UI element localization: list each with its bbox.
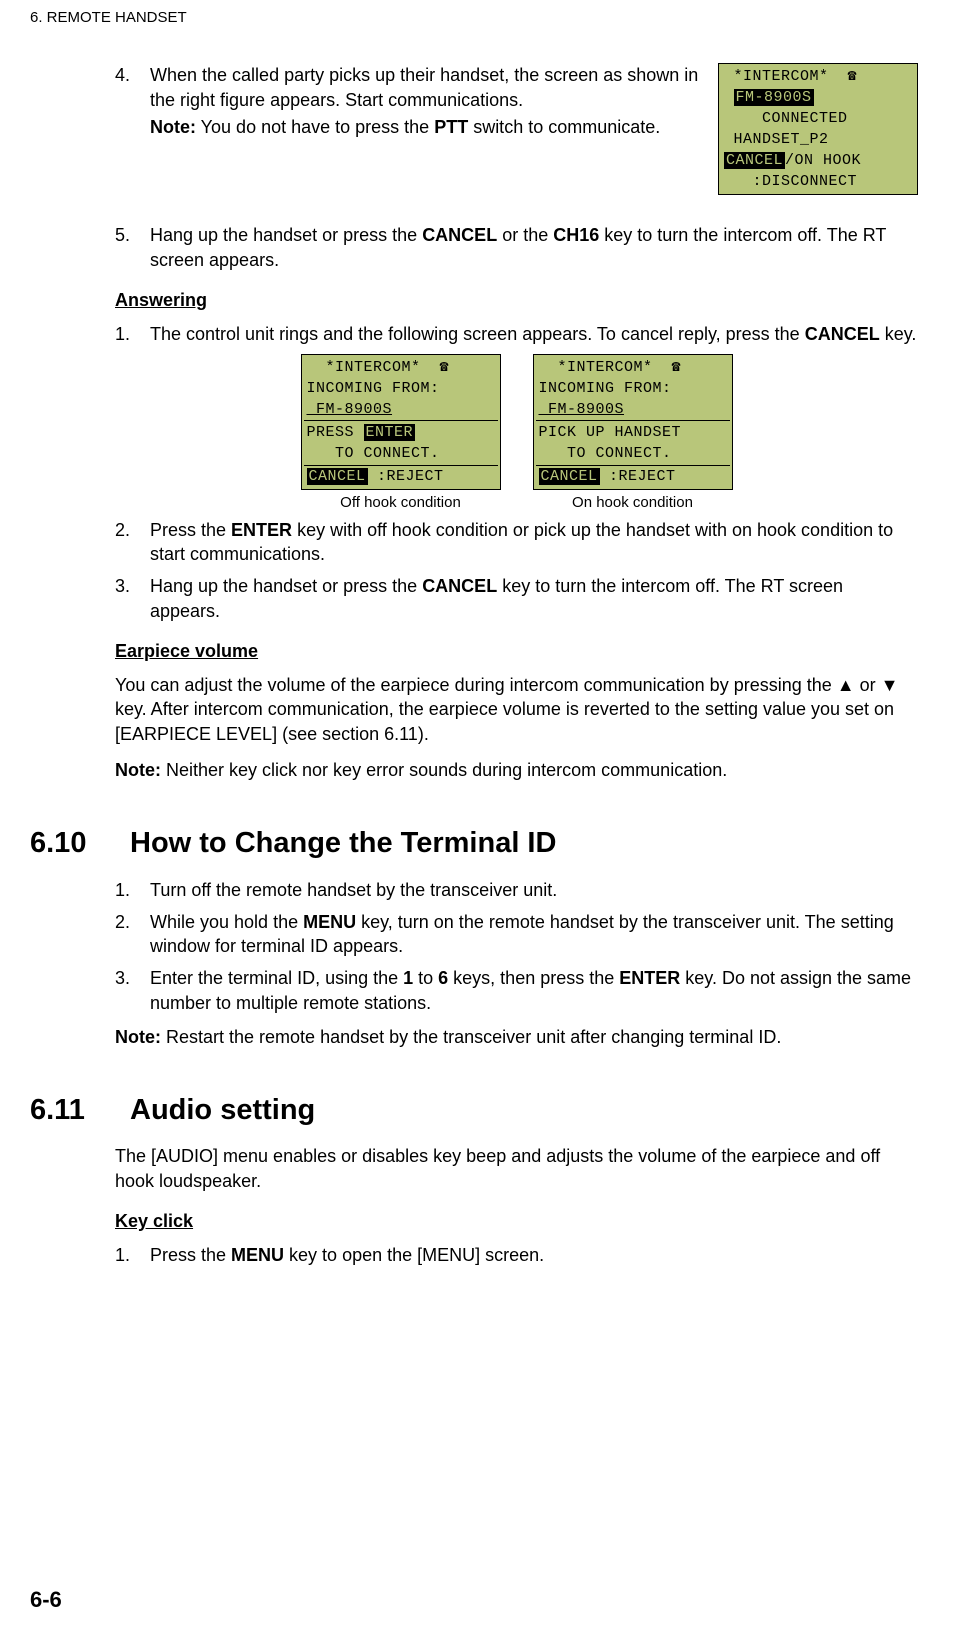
list-item: 2. While you hold the MENU key, turn on … <box>115 910 918 959</box>
section-number: 6.10 <box>30 824 130 863</box>
list-item: 1. Press the MENU key to open the [MENU]… <box>115 1243 918 1267</box>
list-item: 3. Hang up the handset or press the CANC… <box>115 574 918 623</box>
page-number: 6-6 <box>30 1585 62 1615</box>
lcd-line: FM-8900S <box>304 399 498 420</box>
caption: On hook condition <box>572 493 693 513</box>
lcd-line: :DISCONNECT <box>721 171 915 192</box>
item-number: 1. <box>115 322 150 346</box>
earpiece-heading: Earpiece volume <box>115 639 918 663</box>
list-item: 3. Enter the terminal ID, using the 1 to… <box>115 966 918 1015</box>
item-body: Enter the terminal ID, using the 1 to 6 … <box>150 966 918 1015</box>
list-item: 2. Press the ENTER key with off hook con… <box>115 518 918 567</box>
item-body: When the called party picks up their han… <box>150 63 700 139</box>
lcd-line: *INTERCOM* ☎ <box>536 357 730 378</box>
key-click-heading: Key click <box>115 1209 918 1233</box>
note-label: Note: <box>150 117 196 137</box>
item-body: Press the ENTER key with off hook condit… <box>150 518 918 567</box>
item-body: Hang up the handset or press the CANCEL … <box>150 223 918 272</box>
item-number: 2. <box>115 910 150 959</box>
item-number: 4. <box>115 63 150 139</box>
list-item: 1. The control unit rings and the follow… <box>115 322 918 346</box>
main-content: *INTERCOM* ☎ FM-8900S CONNECTED HANDSET_… <box>115 63 918 1267</box>
page-header: 6. REMOTE HANDSET <box>30 8 918 28</box>
item-number: 1. <box>115 878 150 902</box>
lcd-line: CANCEL/ON HOOK <box>721 150 915 171</box>
lcd-off-hook: *INTERCOM* ☎ INCOMING FROM: FM-8900S PRE… <box>301 354 501 513</box>
item-body: Hang up the handset or press the CANCEL … <box>150 574 918 623</box>
lcd-connected: *INTERCOM* ☎ FM-8900S CONNECTED HANDSET_… <box>718 63 918 195</box>
lcd-line: FM-8900S <box>536 399 730 420</box>
item-body: Press the MENU key to open the [MENU] sc… <box>150 1243 918 1267</box>
caption: Off hook condition <box>340 493 461 513</box>
lcd-line: *INTERCOM* ☎ <box>721 66 915 87</box>
list-item: 1. Turn off the remote handset by the tr… <box>115 878 918 902</box>
list-item: 5. Hang up the handset or press the CANC… <box>115 223 918 272</box>
lcd-line: PRESS ENTER TO CONNECT. <box>304 420 498 466</box>
lcd-on-hook: *INTERCOM* ☎ INCOMING FROM: FM-8900S PIC… <box>533 354 733 513</box>
lcd-line: CANCEL :REJECT <box>536 466 730 487</box>
item-number: 2. <box>115 518 150 567</box>
lcd-line: CANCEL :REJECT <box>304 466 498 487</box>
lcd-line: FM-8900S <box>721 87 915 108</box>
lcd-line: INCOMING FROM: <box>304 378 498 399</box>
item-number: 3. <box>115 574 150 623</box>
lcd-screens-row: *INTERCOM* ☎ INCOMING FROM: FM-8900S PRE… <box>115 354 918 513</box>
note: Note: Neither key click nor key error so… <box>115 758 918 782</box>
lcd-line: *INTERCOM* ☎ <box>304 357 498 378</box>
item-body: While you hold the MENU key, turn on the… <box>150 910 918 959</box>
lcd-line: CONNECTED <box>721 108 915 129</box>
lcd-line: HANDSET_P2 <box>721 129 915 150</box>
section-title: Audio setting <box>130 1091 315 1130</box>
section-number: 6.11 <box>30 1091 130 1130</box>
list-item: 4. When the called party picks up their … <box>115 63 700 139</box>
section-611-heading: 6.11 Audio setting <box>30 1091 918 1130</box>
item-number: 3. <box>115 966 150 1015</box>
lcd-line: PICK UP HANDSET TO CONNECT. <box>536 420 730 466</box>
item-body: Turn off the remote handset by the trans… <box>150 878 918 902</box>
item-number: 5. <box>115 223 150 272</box>
section-610-heading: 6.10 How to Change the Terminal ID <box>30 824 918 863</box>
note: Note: Restart the remote handset by the … <box>115 1025 918 1049</box>
item-number: 1. <box>115 1243 150 1267</box>
answering-heading: Answering <box>115 288 918 312</box>
lcd-line: INCOMING FROM: <box>536 378 730 399</box>
paragraph: You can adjust the volume of the earpiec… <box>115 673 918 746</box>
paragraph: The [AUDIO] menu enables or disables key… <box>115 1144 918 1193</box>
item-4-block: *INTERCOM* ☎ FM-8900S CONNECTED HANDSET_… <box>115 63 918 205</box>
item-body: The control unit rings and the following… <box>150 322 918 346</box>
section-title: How to Change the Terminal ID <box>130 824 556 863</box>
